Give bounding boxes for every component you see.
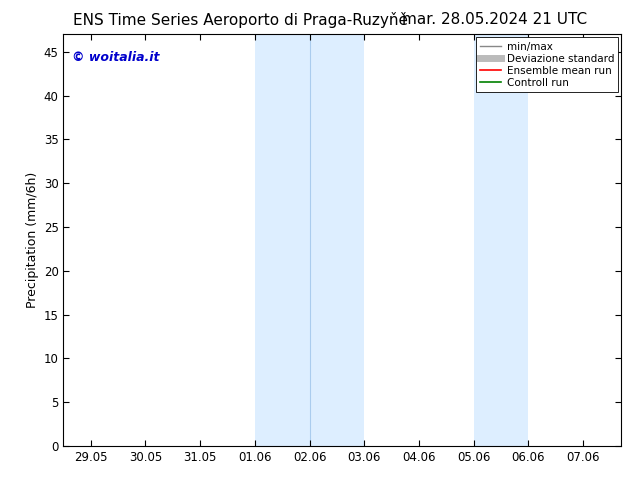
Legend: min/max, Deviazione standard, Ensemble mean run, Controll run: min/max, Deviazione standard, Ensemble m… [476, 37, 618, 92]
Text: ENS Time Series Aeroporto di Praga-Ruzyňě: ENS Time Series Aeroporto di Praga-Ruzyň… [74, 12, 408, 28]
Bar [255, 34, 365, 446]
Y-axis label: Precipitation (mm/6h): Precipitation (mm/6h) [27, 172, 39, 308]
Text: © woitalia.it: © woitalia.it [72, 51, 159, 64]
Text: mar. 28.05.2024 21 UTC: mar. 28.05.2024 21 UTC [402, 12, 587, 27]
Bar [474, 34, 528, 446]
